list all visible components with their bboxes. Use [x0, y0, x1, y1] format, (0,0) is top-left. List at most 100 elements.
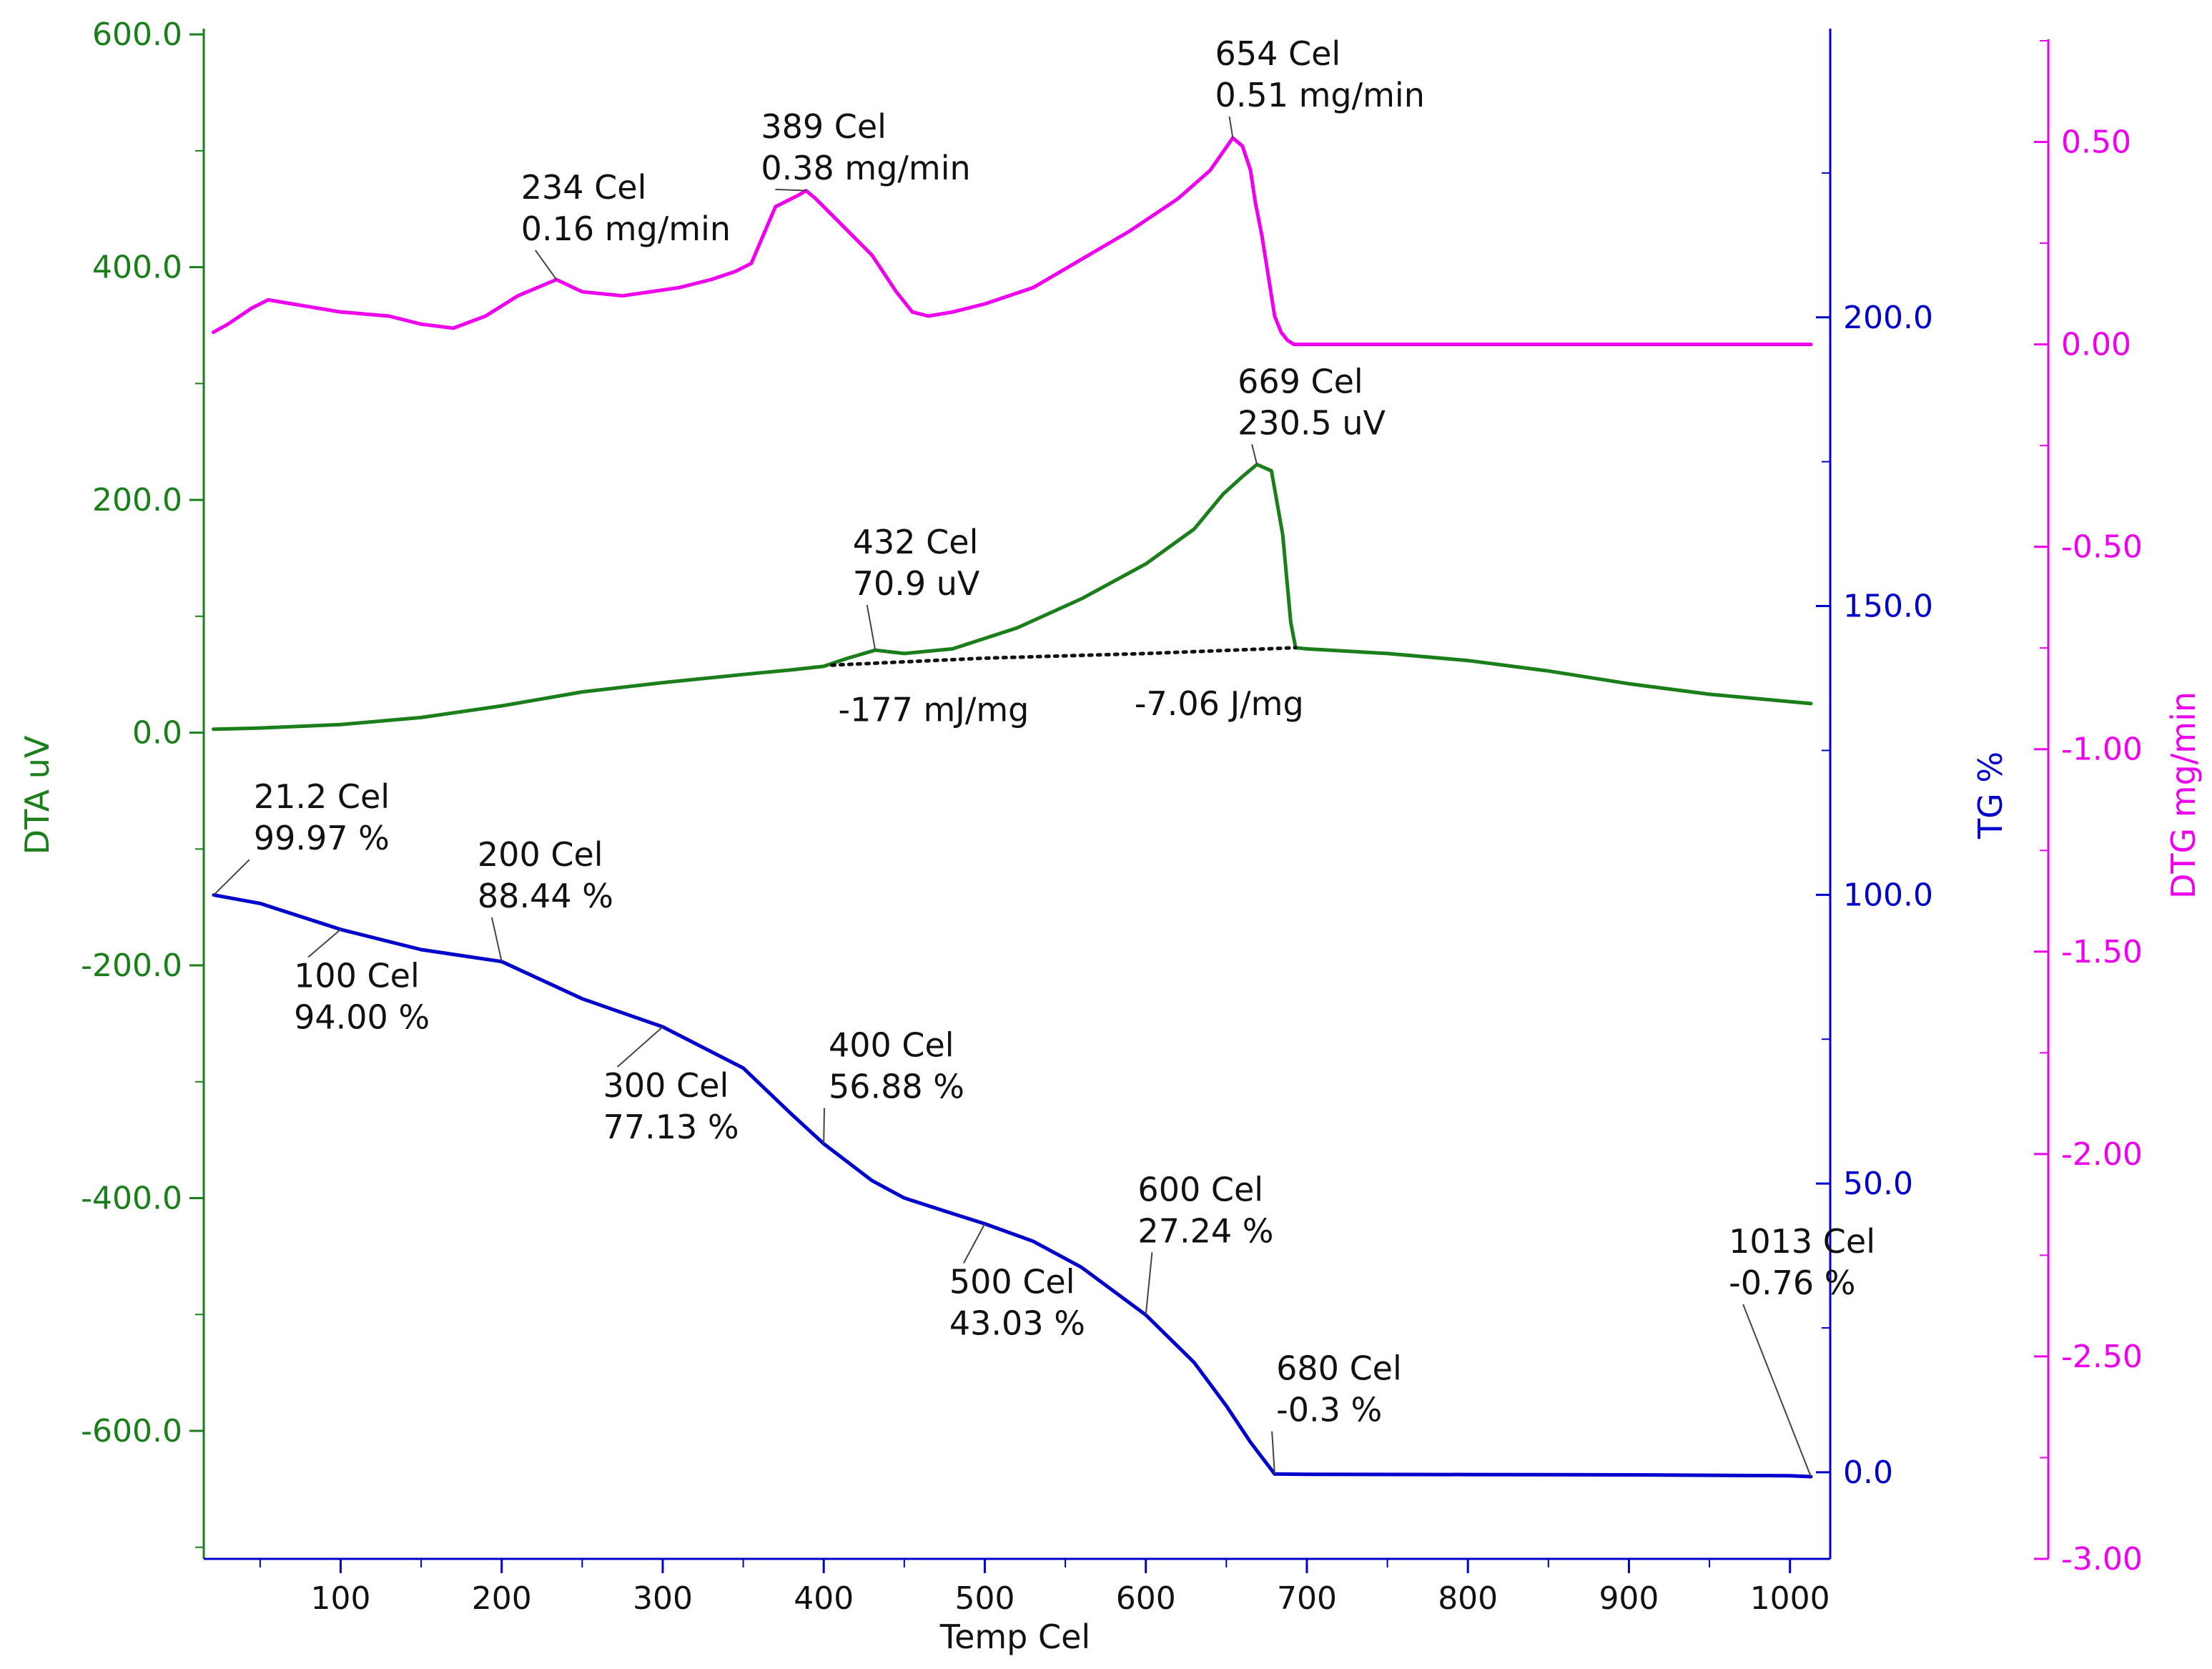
annotation-text: 500 Cel — [949, 1263, 1075, 1301]
annotation-text: 100 Cel — [294, 957, 420, 995]
annotation-text: 88.44 % — [478, 877, 613, 915]
ticks-layer: 100 200 300 400 500 600 700 800 900 1000 600.0 400.… — [81, 16, 2143, 1617]
dtg-tick-label: -1.00 — [2061, 732, 2143, 768]
annotation: 1013 Cel-0.76 % — [1729, 1222, 1875, 1477]
annotation-leader-line — [213, 859, 250, 896]
dta-tick-label: 600.0 — [92, 16, 182, 53]
dta-tick-label: -400.0 — [81, 1181, 182, 1217]
x-tick-label: 600 — [1116, 1580, 1176, 1617]
dta-tick-label: 400.0 — [92, 250, 182, 286]
annotation-leader-line — [1228, 116, 1234, 139]
dta-curve — [212, 463, 1813, 732]
annotation-text: 234 Cel — [521, 168, 647, 207]
annotation-text: 21.2 Cel — [254, 777, 390, 816]
annotation-leader-line — [616, 1026, 663, 1068]
x-tick-label: 700 — [1277, 1580, 1337, 1617]
annotation-text: 200 Cel — [478, 835, 603, 874]
tg-tick-label: 150.0 — [1843, 589, 1933, 625]
annotation-leader-line — [1271, 1431, 1275, 1474]
annotation-text: 654 Cel — [1215, 34, 1341, 73]
annotation-text: 389 Cel — [761, 107, 887, 146]
annotation-text: 0.38 mg/min — [761, 149, 970, 187]
x-tick-label: 400 — [794, 1580, 854, 1617]
annotation-text: 70.9 uV — [853, 564, 980, 603]
annotation-text: 56.88 % — [829, 1067, 964, 1106]
annotation: -7.06 J/mg — [1135, 684, 1304, 723]
x-axis-title: Temp Cel — [939, 1618, 1090, 1656]
annotation-text: 43.03 % — [949, 1304, 1085, 1343]
annotation-text: 600 Cel — [1137, 1170, 1263, 1208]
annotation-text: -7.06 J/mg — [1135, 684, 1304, 723]
dtg-tick-label: 0.00 — [2061, 327, 2131, 363]
annotation-leader-line — [963, 1223, 986, 1264]
annotation-text: 1013 Cel — [1729, 1222, 1875, 1261]
dtg-axis-title: DTG mg/min — [2164, 691, 2203, 899]
dta-tick-label: 0.0 — [132, 715, 182, 752]
x-tick-label: 1000 — [1750, 1580, 1830, 1617]
dta-tick-label: 200.0 — [92, 482, 182, 518]
tg-tick-label: 200.0 — [1843, 300, 1933, 336]
annotation-leader-line — [1742, 1304, 1812, 1477]
annotation-text: 680 Cel — [1276, 1349, 1402, 1388]
dtg-tick-label: -3.00 — [2061, 1541, 2143, 1577]
annotation-text: 400 Cel — [829, 1025, 954, 1064]
annotation-text: 432 Cel — [853, 523, 979, 561]
tg-tick-label: 50.0 — [1843, 1166, 1913, 1202]
dta-axis-title: DTA uV — [18, 735, 56, 855]
annotation-text: 94.00 % — [294, 998, 430, 1037]
dtg-tick-label: -2.00 — [2061, 1136, 2143, 1173]
annotation-leader-line — [490, 917, 503, 962]
tg-tick-label: 0.0 — [1843, 1454, 1893, 1491]
annotation-leader-line — [1251, 444, 1258, 465]
annotation-leader-line — [775, 188, 806, 192]
dtg-tick-label: -2.50 — [2061, 1339, 2143, 1375]
annotation: -177 mJ/mg — [838, 690, 1029, 729]
tg-tick-label: 100.0 — [1843, 877, 1933, 913]
x-tick-label: 500 — [954, 1580, 1014, 1617]
annotation-text: 669 Cel — [1238, 362, 1363, 400]
x-tick-label: 300 — [633, 1580, 693, 1617]
dtg-tick-label: -0.50 — [2061, 529, 2143, 566]
annotation-text: -0.3 % — [1276, 1391, 1382, 1429]
dta-baseline-curve — [830, 646, 1298, 667]
annotation-text: 99.97 % — [254, 819, 390, 857]
annotation-leader-line — [866, 604, 877, 651]
dta-tick-label: -600.0 — [81, 1413, 182, 1449]
annotation-leader-line — [1145, 1252, 1153, 1315]
x-tick-label: 900 — [1599, 1580, 1659, 1617]
curves-layer — [212, 136, 1813, 1479]
annotation-text: 0.51 mg/min — [1215, 76, 1425, 114]
annotation-leader-line — [307, 929, 342, 958]
dtg-tick-label: 0.50 — [2061, 124, 2131, 161]
annotation-text: 77.13 % — [603, 1108, 739, 1146]
annotation-text: -0.76 % — [1729, 1264, 1855, 1302]
annotation-text: -177 mJ/mg — [838, 690, 1029, 729]
annotation-text: 230.5 uV — [1238, 403, 1386, 442]
annotation-text: 300 Cel — [603, 1066, 729, 1105]
dta-tick-label: -200.0 — [81, 947, 182, 984]
x-tick-label: 200 — [472, 1580, 532, 1617]
annotation-text: 27.24 % — [1137, 1211, 1273, 1250]
dtg-tick-label: -1.50 — [2061, 934, 2143, 970]
x-tick-label: 800 — [1438, 1580, 1498, 1617]
annotation-text: 0.16 mg/min — [521, 210, 731, 248]
tg-axis-title: TG % — [1971, 752, 2010, 840]
dtg-curve — [212, 136, 1813, 347]
tg-curve — [212, 893, 1813, 1479]
x-tick-label: 100 — [310, 1580, 370, 1617]
